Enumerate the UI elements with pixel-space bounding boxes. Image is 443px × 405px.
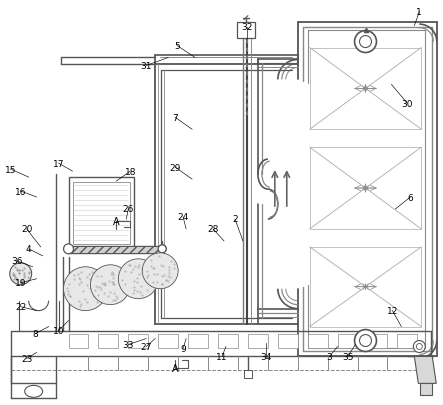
Text: 34: 34 [260,352,272,361]
Bar [237,23,255,38]
Text: 3: 3 [327,352,333,361]
Bar [248,334,268,349]
Bar [308,334,328,349]
Text: 4: 4 [26,245,31,254]
Text: 18: 18 [124,167,136,176]
Text: 29: 29 [170,163,181,172]
Text: 28: 28 [207,225,219,234]
Text: A: A [172,364,179,373]
Bar [310,49,421,130]
Bar [69,246,162,253]
Ellipse shape [360,335,372,347]
Text: 32: 32 [241,23,253,32]
Ellipse shape [360,36,372,49]
Bar [98,334,118,349]
Ellipse shape [10,263,31,285]
Text: 16: 16 [15,187,27,196]
Bar [244,371,252,378]
Text: A: A [113,216,120,226]
Polygon shape [414,356,436,384]
Bar [128,334,148,349]
Bar [420,384,432,395]
Ellipse shape [63,267,107,311]
Text: 30: 30 [402,100,413,109]
Ellipse shape [354,32,377,53]
Ellipse shape [25,386,43,397]
Text: 36: 36 [11,257,23,266]
Text: 1: 1 [416,8,422,17]
Text: 7: 7 [172,113,178,122]
Bar [73,183,130,244]
Text: 15: 15 [5,165,16,174]
Text: 22: 22 [15,303,26,311]
Ellipse shape [142,253,178,289]
Text: 17: 17 [53,159,64,168]
Bar [397,334,417,349]
Bar [69,178,134,249]
Ellipse shape [63,244,74,254]
Text: 8: 8 [33,329,39,338]
Text: 31: 31 [140,62,152,71]
Bar [310,247,421,327]
Text: 12: 12 [387,306,398,315]
Text: 20: 20 [21,225,32,234]
Bar [278,334,298,349]
Text: 10: 10 [53,326,64,335]
Bar [69,334,89,349]
Text: 26: 26 [123,205,134,214]
Text: 6: 6 [408,193,413,202]
Bar [158,334,178,349]
Bar [188,334,208,349]
Ellipse shape [413,341,425,353]
Bar [218,334,238,349]
Bar [368,334,388,349]
Text: 27: 27 [140,342,152,351]
Ellipse shape [90,265,130,305]
Text: 11: 11 [216,352,228,361]
Bar [338,334,358,349]
Text: 33: 33 [123,340,134,349]
Text: 35: 35 [342,352,354,361]
Ellipse shape [416,344,422,350]
Ellipse shape [158,245,166,253]
Text: 19: 19 [15,279,27,288]
Text: 9: 9 [180,344,186,353]
Ellipse shape [118,259,158,299]
Text: 2: 2 [232,215,238,224]
Text: 23: 23 [21,354,32,363]
Text: 24: 24 [178,213,189,222]
Bar [310,148,421,229]
Ellipse shape [354,330,377,352]
Text: 5: 5 [174,42,180,51]
